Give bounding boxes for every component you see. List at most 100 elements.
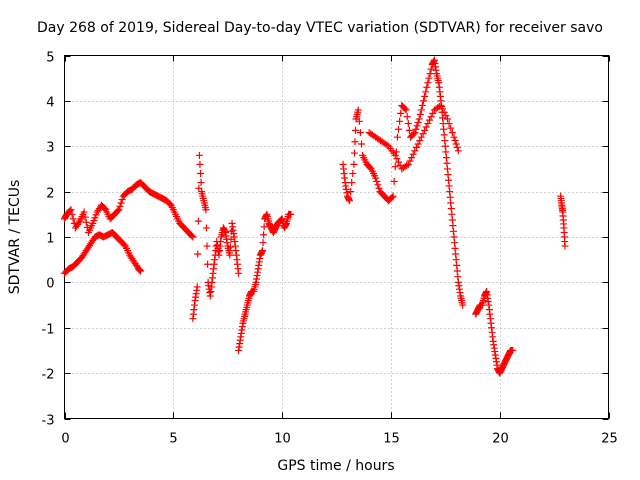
series-dip-8h (235, 210, 295, 354)
data-point (393, 133, 401, 141)
data-point (442, 112, 450, 120)
x-tick-label: 0 (61, 432, 69, 447)
data-point (80, 208, 88, 216)
data-point (352, 126, 360, 134)
data-point (406, 157, 414, 165)
series-segment-6h (189, 151, 243, 323)
data-point (373, 177, 381, 185)
data-point (372, 174, 380, 182)
data-point (417, 133, 425, 141)
x-tick-label: 25 (601, 432, 618, 447)
data-point (417, 106, 425, 114)
data-point (424, 79, 432, 87)
data-point (81, 213, 89, 221)
data-point (67, 206, 75, 214)
data-point (411, 147, 419, 155)
data-point (117, 199, 125, 207)
data-point (116, 202, 124, 210)
data-point (375, 184, 383, 192)
data-point (397, 109, 405, 117)
data-point (389, 192, 397, 200)
data-point (202, 224, 210, 232)
data-point (396, 117, 404, 125)
y-tick-label: 2 (46, 187, 54, 202)
data-point (425, 74, 433, 82)
x-tick-label: 10 (274, 432, 291, 447)
data-point (437, 101, 445, 109)
data-point (419, 130, 427, 138)
data-point (422, 88, 430, 96)
x-tick-label: 20 (492, 432, 509, 447)
data-point (450, 133, 458, 141)
series-segment-13h (339, 56, 467, 309)
data-point (358, 140, 366, 148)
data-point (429, 109, 437, 117)
y-tick-label: 3 (46, 141, 54, 156)
data-point (259, 239, 267, 247)
data-point (412, 143, 420, 151)
data-point (421, 126, 429, 134)
data-point (68, 210, 76, 218)
data-point (75, 219, 83, 227)
data-point (427, 113, 435, 121)
data-point (351, 138, 359, 146)
data-point (509, 346, 517, 354)
data-point (409, 150, 417, 158)
data-point (405, 126, 413, 134)
data-point (415, 115, 423, 123)
data-point (426, 70, 434, 78)
data-point (403, 162, 411, 170)
data-point (115, 206, 123, 214)
data-point (226, 243, 234, 251)
data-point (137, 267, 145, 275)
data-point (204, 260, 212, 268)
y-tick-label: 5 (46, 51, 54, 66)
data-point (202, 206, 210, 214)
data-point (445, 120, 453, 128)
grid (64, 55, 609, 419)
data-point (194, 217, 202, 225)
data-point (348, 179, 356, 187)
data-point (395, 125, 403, 133)
data-point (287, 210, 295, 218)
data-point (424, 120, 432, 128)
data-point (395, 158, 403, 166)
data-point (416, 110, 424, 118)
data-point (416, 137, 424, 145)
data-point (354, 106, 362, 114)
data-point (349, 169, 357, 177)
data-point (118, 196, 126, 204)
data-point (451, 137, 459, 145)
data-point (423, 83, 431, 91)
data-point (439, 105, 447, 113)
data-point (411, 129, 419, 137)
data-point (391, 163, 399, 171)
data-point (414, 118, 422, 126)
y-tick-label: 1 (46, 232, 54, 247)
series-segment-19h (472, 287, 517, 377)
data-point (393, 155, 401, 163)
data-point (452, 140, 460, 148)
data-point (402, 106, 410, 114)
data-points (61, 56, 569, 377)
data-point (226, 251, 234, 259)
data-point (197, 169, 204, 177)
data-point (203, 242, 211, 250)
data-point (453, 143, 461, 151)
data-point (374, 181, 382, 189)
data-point (346, 197, 354, 205)
data-point (447, 124, 455, 132)
data-point (195, 151, 203, 159)
series-lower-arc (61, 228, 145, 277)
data-point (454, 147, 462, 155)
data-point (260, 223, 268, 231)
x-axis-label: GPS time / hours (277, 458, 394, 474)
y-tick-label: -2 (42, 368, 55, 383)
data-point (193, 283, 201, 291)
x-tick-label: 15 (383, 432, 400, 447)
series-mid-arc-13h (365, 101, 462, 173)
data-point (69, 215, 77, 223)
data-point (420, 97, 428, 105)
data-point (388, 193, 396, 201)
data-point (391, 151, 399, 159)
